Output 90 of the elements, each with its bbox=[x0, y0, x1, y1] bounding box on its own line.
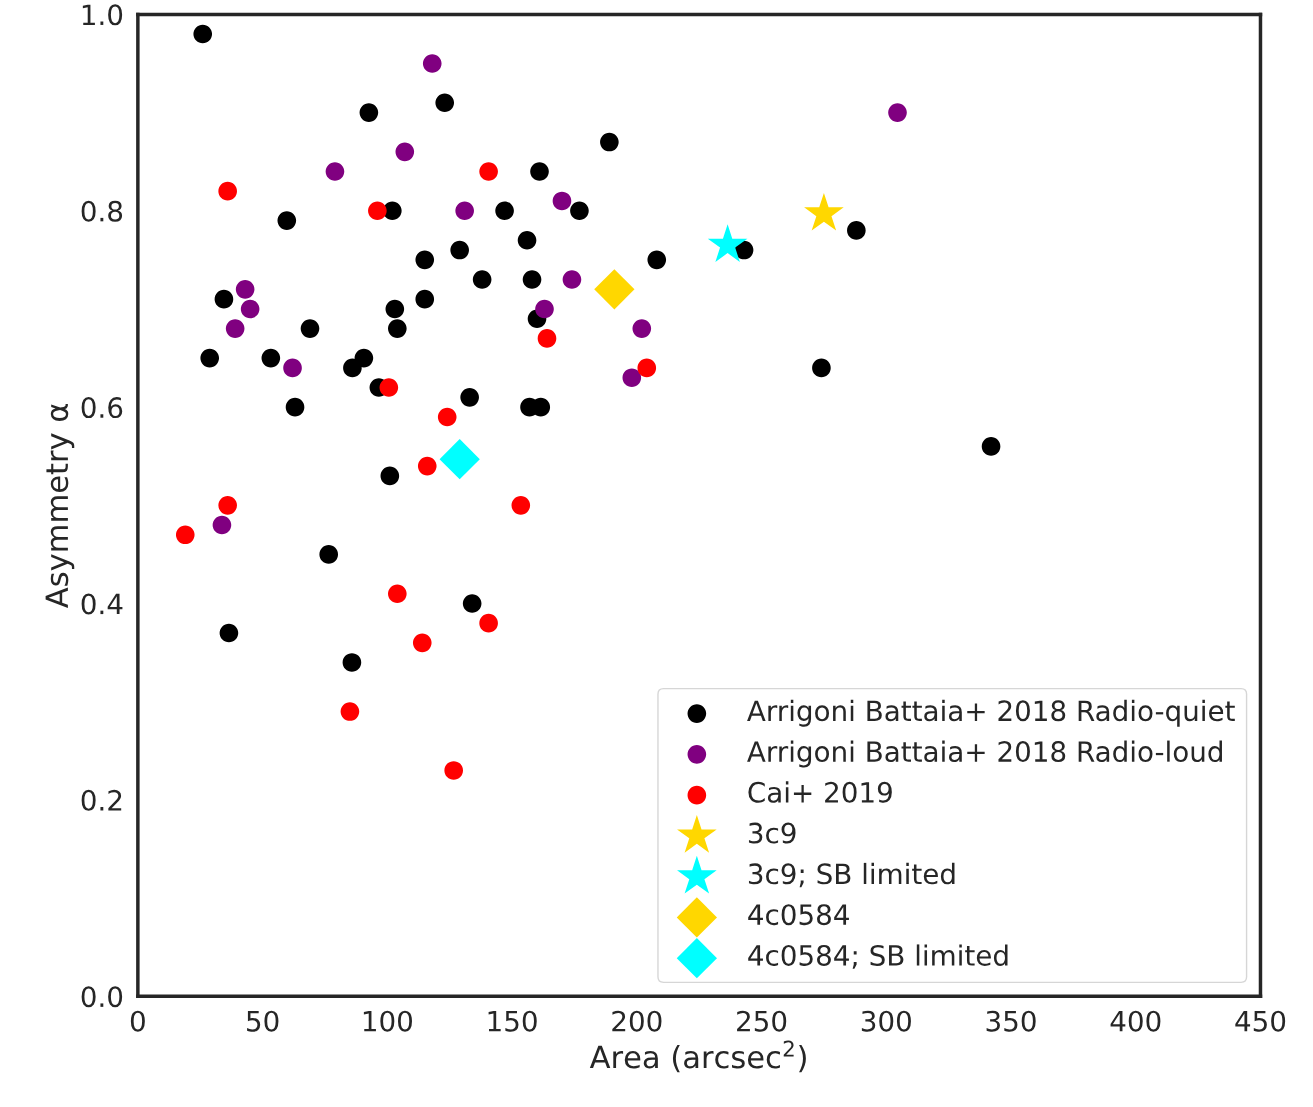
y-tick-label: 0.6 bbox=[81, 397, 123, 419]
x-tick-label: 100 bbox=[363, 1010, 412, 1032]
point bbox=[412, 633, 432, 653]
legend-label: 3c9; SB limited bbox=[748, 862, 955, 888]
point bbox=[218, 181, 237, 201]
point bbox=[417, 456, 437, 476]
point bbox=[368, 201, 387, 221]
point bbox=[300, 319, 320, 338]
y-tick-label: 0.0 bbox=[81, 986, 123, 1008]
x-axis-title: Area (arcsec$^{2}$) bbox=[589, 1040, 806, 1073]
legend-label: 3c9 bbox=[748, 822, 796, 844]
x-tick-label: 400 bbox=[1110, 1010, 1161, 1032]
point bbox=[395, 142, 415, 162]
point bbox=[562, 270, 582, 289]
point bbox=[219, 623, 239, 643]
point bbox=[379, 378, 399, 397]
point bbox=[385, 299, 405, 319]
point bbox=[622, 368, 642, 388]
point bbox=[522, 270, 542, 289]
x-tick-label: 250 bbox=[737, 1010, 787, 1032]
point bbox=[340, 702, 360, 721]
x-tick-label: 0 bbox=[130, 1010, 145, 1032]
point bbox=[193, 24, 213, 44]
point bbox=[812, 358, 831, 378]
x-tick-label: 200 bbox=[612, 1010, 662, 1032]
point bbox=[552, 191, 572, 211]
point bbox=[437, 407, 457, 427]
point bbox=[380, 466, 400, 486]
point bbox=[415, 289, 435, 309]
point bbox=[455, 201, 474, 221]
point bbox=[530, 162, 549, 181]
y-axis-title: Asymmetry α bbox=[45, 403, 75, 608]
point bbox=[479, 162, 498, 181]
x-tick-label: 450 bbox=[1235, 1010, 1286, 1032]
point bbox=[319, 545, 339, 564]
legend-label: Arrigoni Battaia+ 2018 Radio-loud bbox=[747, 740, 1222, 768]
point bbox=[214, 289, 234, 309]
point bbox=[570, 201, 589, 221]
point bbox=[261, 348, 281, 368]
point bbox=[283, 358, 302, 378]
x-tick-label: 50 bbox=[247, 1010, 279, 1032]
point bbox=[594, 269, 635, 310]
point bbox=[343, 358, 362, 378]
legend-label: 4c0584; SB limited bbox=[748, 944, 1008, 969]
point bbox=[472, 270, 492, 289]
point bbox=[439, 439, 480, 480]
point bbox=[444, 761, 464, 780]
x-tick-label: 150 bbox=[488, 1010, 537, 1032]
point bbox=[537, 329, 557, 348]
point bbox=[388, 319, 407, 338]
legend-label: 4c0584 bbox=[748, 904, 849, 926]
point bbox=[435, 93, 455, 113]
point bbox=[422, 54, 442, 73]
y-tick-label: 0.4 bbox=[81, 593, 123, 615]
x-tick-label: 350 bbox=[986, 1010, 1036, 1032]
point bbox=[200, 348, 220, 368]
point bbox=[415, 250, 435, 270]
y-tick-label: 1.0 bbox=[82, 4, 123, 26]
y-tick-label: 0.2 bbox=[81, 789, 122, 811]
point bbox=[647, 250, 667, 270]
point bbox=[240, 299, 260, 319]
point bbox=[637, 358, 657, 378]
point bbox=[450, 240, 469, 260]
point bbox=[277, 211, 297, 230]
point bbox=[511, 496, 531, 515]
point bbox=[479, 613, 498, 633]
point bbox=[235, 280, 255, 299]
legend-label: Cai+ 2019 bbox=[748, 781, 892, 803]
y-tick-label: 0.8 bbox=[81, 200, 123, 222]
point bbox=[462, 594, 482, 613]
point bbox=[847, 221, 866, 240]
point bbox=[888, 103, 907, 122]
point bbox=[535, 299, 554, 319]
point bbox=[175, 525, 195, 545]
x-tick-label: 300 bbox=[861, 1010, 911, 1032]
point bbox=[388, 584, 407, 604]
point bbox=[359, 103, 379, 122]
point bbox=[325, 162, 345, 181]
point bbox=[225, 319, 245, 338]
point bbox=[212, 515, 232, 535]
point bbox=[600, 132, 619, 152]
point bbox=[517, 230, 537, 250]
point bbox=[285, 397, 305, 417]
legend-label: Arrigoni Battaia+ 2018 Radio-quiet bbox=[747, 699, 1235, 727]
point bbox=[342, 653, 362, 672]
point bbox=[218, 496, 237, 515]
point bbox=[981, 437, 1001, 456]
point bbox=[460, 388, 479, 407]
point bbox=[632, 319, 652, 338]
point bbox=[495, 201, 514, 221]
